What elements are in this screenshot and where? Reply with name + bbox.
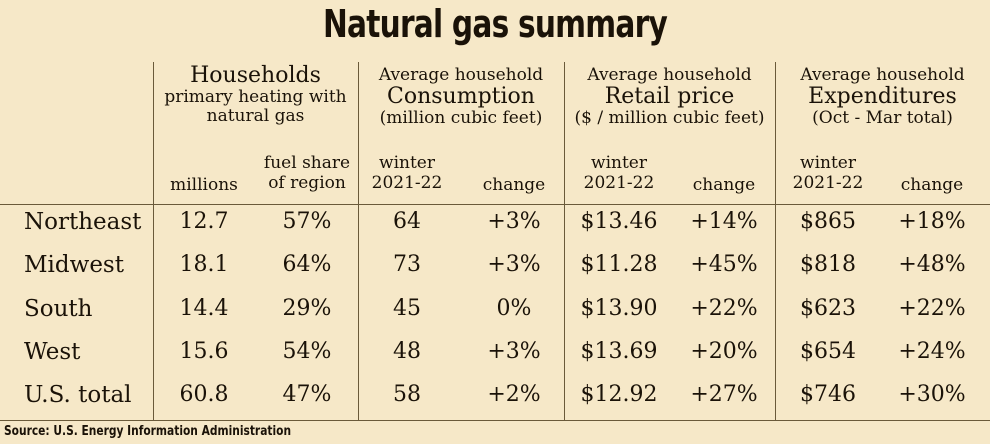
column-header: winter 2021-22 — [362, 153, 452, 193]
table-cell: 64 — [393, 209, 421, 234]
column-header-line: winter — [379, 153, 435, 173]
group-header-line: Average household — [587, 65, 752, 85]
group-header-line: (Oct - Mar total) — [812, 107, 953, 128]
group-header-line: Average household — [800, 65, 965, 85]
table-cell: $818 — [800, 252, 856, 277]
column-header-line: of region — [268, 172, 346, 193]
table-cell: $865 — [800, 209, 856, 234]
group-header-expenditures: Average household Expenditures (Oct - Ma… — [775, 66, 990, 128]
table-cell: +22% — [690, 296, 758, 321]
bottom-rule — [0, 420, 990, 421]
column-divider — [564, 62, 565, 420]
column-header-line: change — [482, 175, 546, 195]
column-divider — [153, 62, 154, 420]
table-cell: $746 — [800, 382, 856, 407]
table-cell: +24% — [898, 339, 966, 364]
row-label: West — [24, 339, 81, 365]
source-note: Source: U.S. Energy Information Administ… — [4, 424, 292, 439]
table-cell: +30% — [898, 382, 966, 407]
chart-title: Natural gas summary — [322, 2, 668, 46]
column-header-line: fuel share — [263, 153, 351, 173]
row-label: Midwest — [24, 252, 124, 278]
row-label: Northeast — [24, 209, 142, 235]
column-header-line: millions — [170, 175, 238, 195]
table-cell: 57% — [282, 209, 332, 234]
table-cell: $12.92 — [580, 382, 658, 407]
group-header-line: (million cubic feet) — [379, 107, 543, 128]
column-header: millions — [158, 175, 250, 196]
header-divider — [0, 204, 990, 205]
column-header-line: 2021-22 — [583, 172, 655, 193]
table-cell: 0% — [496, 296, 532, 321]
group-header-consumption: Average household Consumption (million c… — [358, 66, 564, 128]
column-header-line: winter — [800, 153, 856, 173]
table-cell: +18% — [898, 209, 966, 234]
table-cell: 48 — [393, 339, 421, 364]
table-cell: +3% — [487, 209, 541, 234]
table-cell: +22% — [898, 296, 966, 321]
table-cell: +48% — [898, 252, 966, 277]
group-header-line: natural gas — [206, 105, 305, 126]
column-header-line: change — [900, 175, 964, 195]
table-cell: +3% — [487, 339, 541, 364]
row-label: South — [24, 296, 93, 322]
table-cell: 12.7 — [179, 209, 229, 234]
table-cell: 58 — [393, 382, 421, 407]
table-cell: $13.69 — [580, 339, 658, 364]
group-header-price: Average household Retail price ($ / mill… — [564, 66, 775, 128]
column-header: winter 2021-22 — [779, 153, 877, 193]
row-label: U.S. total — [24, 382, 132, 408]
group-header-line: Expenditures — [808, 83, 957, 109]
column-divider — [775, 62, 776, 420]
table-cell: 54% — [282, 339, 332, 364]
table-cell: 47% — [282, 382, 332, 407]
column-header-line: winter — [591, 153, 647, 173]
table-cell: +2% — [487, 382, 541, 407]
column-divider — [358, 62, 359, 420]
column-header: fuel share of region — [258, 153, 356, 193]
column-header-line: 2021-22 — [371, 172, 443, 193]
table-cell: 45 — [393, 296, 421, 321]
table-cell: $654 — [800, 339, 856, 364]
column-header: change — [466, 175, 562, 196]
table-cell: $13.90 — [580, 296, 658, 321]
column-header-line: 2021-22 — [792, 172, 864, 193]
table-cell: $623 — [800, 296, 856, 321]
group-header-line: Average household — [378, 65, 544, 85]
table-cell: 15.6 — [179, 339, 229, 364]
group-header-households: Households primary heating with natural … — [153, 63, 358, 126]
column-header: winter 2021-22 — [568, 153, 670, 193]
table-cell: +20% — [690, 339, 758, 364]
group-header-line: primary heating with — [164, 87, 347, 108]
table-cell: 60.8 — [179, 382, 229, 407]
table-cell: +14% — [690, 209, 758, 234]
table-cell: 73 — [393, 252, 421, 277]
group-header-line: Retail price — [604, 83, 735, 109]
table-cell: +3% — [487, 252, 541, 277]
group-header-line: Consumption — [387, 83, 535, 109]
column-header: change — [676, 175, 772, 196]
table-cell: $13.46 — [580, 209, 658, 234]
table-cell: 64% — [282, 252, 332, 277]
group-header-line: ($ / million cubic feet) — [574, 107, 765, 128]
table-cell: 18.1 — [179, 252, 229, 277]
table-cell: +27% — [690, 382, 758, 407]
table-cell: 29% — [282, 296, 332, 321]
table-cell: 14.4 — [179, 296, 229, 321]
column-header: change — [884, 175, 980, 196]
group-header-line: Households — [190, 63, 321, 88]
table-cell: +45% — [690, 252, 758, 277]
table-cell: $11.28 — [580, 252, 658, 277]
column-header-line: change — [692, 175, 756, 195]
